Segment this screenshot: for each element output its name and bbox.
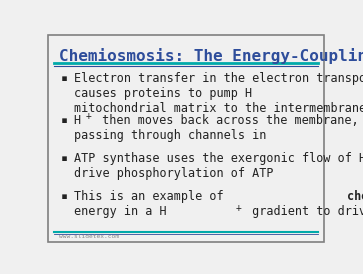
Text: ATP synthase uses the exergonic flow of H: ATP synthase uses the exergonic flow of … bbox=[73, 152, 363, 165]
Text: ▪: ▪ bbox=[61, 190, 68, 203]
Text: chemiosmosis: chemiosmosis bbox=[347, 190, 363, 203]
Text: drive phosphorylation of ATP: drive phosphorylation of ATP bbox=[73, 167, 273, 180]
Text: ▪: ▪ bbox=[61, 114, 68, 127]
Text: ▪: ▪ bbox=[61, 72, 68, 85]
Text: Chemiosmosis: The Energy-Coupling Mechanism: Chemiosmosis: The Energy-Coupling Mechan… bbox=[60, 48, 363, 64]
Text: Electron transfer in the electron transport chain: Electron transfer in the electron transp… bbox=[73, 72, 363, 85]
Text: energy in a H: energy in a H bbox=[73, 205, 166, 218]
Text: gradient to drive cellular work: gradient to drive cellular work bbox=[245, 205, 363, 218]
FancyBboxPatch shape bbox=[48, 35, 324, 242]
Text: This is an example of: This is an example of bbox=[73, 190, 230, 203]
Text: causes proteins to pump H: causes proteins to pump H bbox=[73, 87, 252, 100]
Text: www.slidetex.com: www.slidetex.com bbox=[60, 234, 119, 239]
Text: mitochondrial matrix to the intermembrane space: mitochondrial matrix to the intermembran… bbox=[73, 102, 363, 115]
Text: H: H bbox=[73, 114, 81, 127]
Text: ▪: ▪ bbox=[61, 152, 68, 165]
Text: +: + bbox=[235, 202, 241, 213]
Text: then moves back across the membrane,: then moves back across the membrane, bbox=[95, 114, 359, 127]
Text: passing through channels in: passing through channels in bbox=[73, 129, 273, 142]
Text: +: + bbox=[86, 111, 92, 121]
